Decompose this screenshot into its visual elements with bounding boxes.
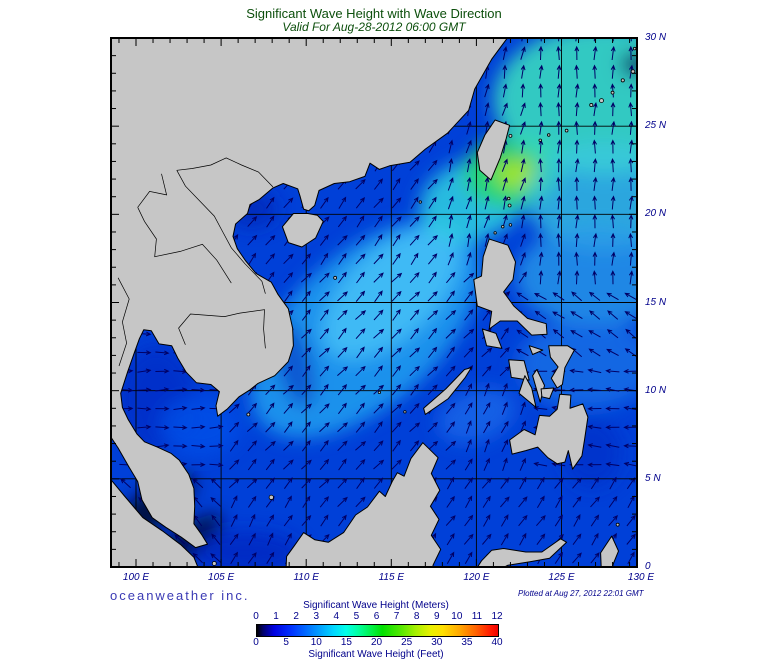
degree-ticks [112,39,636,566]
feet-tick-label: 25 [401,637,413,648]
feet-tick-label: 40 [491,637,503,648]
longitude-label: 100 E [122,572,150,583]
feet-tick-label: 5 [283,637,289,648]
landmass-halmahera [600,535,619,567]
feet-tick-label: 20 [370,637,383,648]
landmass-masbate [528,345,544,355]
landmass-taiwan [476,119,511,181]
legend-title-meters: Significant Wave Height (Meters) [303,600,449,611]
latitude-label: 25 N [645,120,667,132]
latitude-label: 20 N [645,208,667,220]
meters-tick-label: 9 [433,611,440,622]
longitude-label: 130 E [627,572,655,583]
meters-tick-label: 12 [491,611,503,622]
legend-title-feet: Significant Wave Height (Feet) [308,649,444,660]
landmass-mindanao [509,393,589,470]
chart-title: Significant Wave Height with Wave Direct… [246,6,502,21]
longitude-label: 125 E [548,572,575,583]
feet-tick-label: 0 [253,637,259,648]
longitude-label: 110 E [293,572,319,583]
meters-tick-label: 8 [413,611,420,622]
map-layers [111,38,637,567]
meters-tick-label: 1 [273,611,279,622]
latitude-label: 15 N [645,296,667,308]
landmass-borneo [285,442,442,567]
longitude-label: 105 E [208,572,235,583]
longitude-label: 115 E [378,572,404,583]
meters-tick-label: 7 [393,611,400,622]
feet-tick-label: 15 [340,637,352,648]
chart-subtitle: Valid For Aug-28-2012 06:00 GMT [282,20,466,34]
plotted-timestamp: Plotted at Aug 27, 2012 22:01 GMT [518,589,644,598]
feet-tick-label: 35 [461,637,473,648]
landmass-sumatra [111,478,199,567]
landmass-palawan [423,367,472,415]
meters-tick-label: 6 [373,611,380,622]
meters-tick-label: 11 [471,611,483,622]
latitude-label: 10 N [645,384,667,396]
oceanweather-logo: oceanweather inc. [110,588,250,603]
landmass-sulawesi [476,538,568,567]
meters-tick-label: 2 [293,611,299,622]
landmass-bohol [540,387,555,400]
landmass-mindoro [481,328,503,349]
latitude-label: 0 [645,561,651,572]
landmass-negros [518,375,537,408]
landmass-hainan [281,213,324,248]
feet-tick-label: 30 [431,637,443,648]
landmass-luzon [473,238,548,336]
map-frame [110,37,638,568]
meters-tick-label: 0 [253,611,259,622]
latitude-label: 5 N [645,472,661,484]
meters-tick-label: 4 [333,611,340,622]
longitude-label: 120 E [463,572,490,583]
wave-height-colorbar [256,624,499,637]
meters-tick-label: 3 [313,611,320,622]
latitude-label: 30 N [645,32,667,43]
country-borders [117,157,274,367]
meters-tick-label: 5 [353,611,360,622]
meters-tick-label: 10 [451,611,463,622]
landmass-panay [508,359,530,381]
landmass-samar [548,345,575,389]
feet-tick-label: 10 [310,637,322,648]
